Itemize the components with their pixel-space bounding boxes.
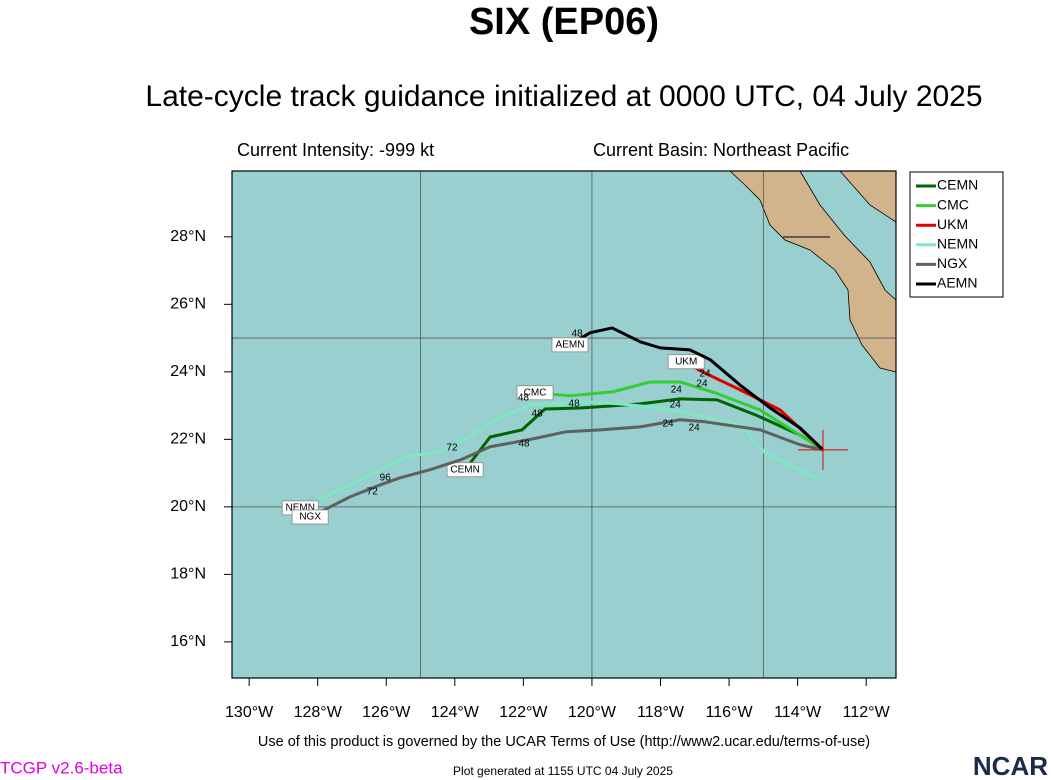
- track-label-box: [551, 337, 589, 353]
- hour-label: 48: [572, 328, 584, 339]
- x-tick-label: 114°W: [774, 704, 822, 721]
- x-tick-label: 122°W: [499, 704, 548, 721]
- track-label: CMC: [524, 387, 547, 398]
- y-tick-label: 18°N: [170, 566, 206, 583]
- basin: Current Basin: Northeast Pacific: [593, 140, 849, 160]
- logo: NCAR: [973, 751, 1048, 780]
- legend-label: NGX: [937, 255, 968, 271]
- hour-label: 96: [380, 472, 392, 483]
- legend-label: CMC: [937, 196, 969, 212]
- legend-label: UKM: [937, 216, 968, 232]
- generated: Plot generated at 1155 UTC 04 July 2025: [453, 764, 673, 778]
- track-label: NGX: [299, 512, 321, 523]
- intensity: Current Intensity: -999 kt: [237, 140, 434, 160]
- hour-label: 24: [699, 369, 711, 380]
- legend-label: AEMN: [937, 275, 977, 291]
- x-tick-label: 120°W: [568, 704, 617, 721]
- track-label: NEMN: [285, 503, 314, 514]
- track: [299, 400, 819, 510]
- hour-label: 24: [689, 423, 701, 434]
- subtitle: Late-cycle track guidance initialized at…: [145, 80, 982, 113]
- hour-label: 72: [367, 487, 379, 498]
- hour-label: 24: [696, 379, 708, 390]
- track: [463, 397, 824, 471]
- x-tick-label: 116°W: [706, 704, 754, 721]
- x-tick-label: 126°W: [362, 704, 411, 721]
- hour-label: 48: [519, 438, 531, 449]
- y-tick-label: 22°N: [170, 431, 206, 448]
- y-tick-label: 26°N: [170, 296, 206, 313]
- y-tick-label: 16°N: [170, 633, 206, 650]
- track-label-box: [446, 462, 484, 478]
- y-tick-label: 28°N: [170, 228, 206, 245]
- hour-label: 48: [532, 408, 544, 419]
- title: SIX (EP06): [469, 1, 659, 43]
- hour-label: 24: [662, 418, 674, 429]
- track: [309, 418, 824, 519]
- x-tick-label: 130°W: [225, 704, 274, 721]
- track-label: AEMN: [556, 339, 585, 350]
- legend: CEMN CMC UKM NEMN NGX AEMN: [909, 171, 1004, 298]
- hour-label: 24: [671, 384, 683, 395]
- track-label: CEMN: [450, 464, 479, 475]
- hour-label: 48: [569, 399, 581, 410]
- track-label: UKM: [675, 356, 697, 367]
- x-tick-label: 112°W: [843, 704, 891, 721]
- legend-box: [909, 171, 1004, 298]
- y-tick-label: 20°N: [170, 498, 206, 515]
- terms: Use of this product is governed by the U…: [258, 734, 870, 750]
- hour-label: 72: [447, 442, 459, 453]
- legend-label: CEMN: [937, 177, 978, 193]
- track-label-box: [516, 385, 554, 401]
- track: [569, 326, 825, 451]
- gulf: [799, 170, 897, 301]
- hour-label: 24: [670, 400, 682, 411]
- version: TCGP v2.6-beta: [0, 758, 123, 777]
- track-label-box: [291, 509, 329, 525]
- x-tick-label: 128°W: [294, 704, 343, 721]
- track-label-box: [667, 354, 705, 370]
- x-tick-label: 118°W: [637, 704, 685, 721]
- x-tick-label: 124°W: [431, 704, 480, 721]
- hour-label: 48: [518, 392, 530, 403]
- frame: [231, 170, 897, 679]
- y-tick-label: 24°N: [170, 363, 206, 380]
- track: [534, 380, 824, 452]
- legend-label: NEMN: [937, 236, 978, 252]
